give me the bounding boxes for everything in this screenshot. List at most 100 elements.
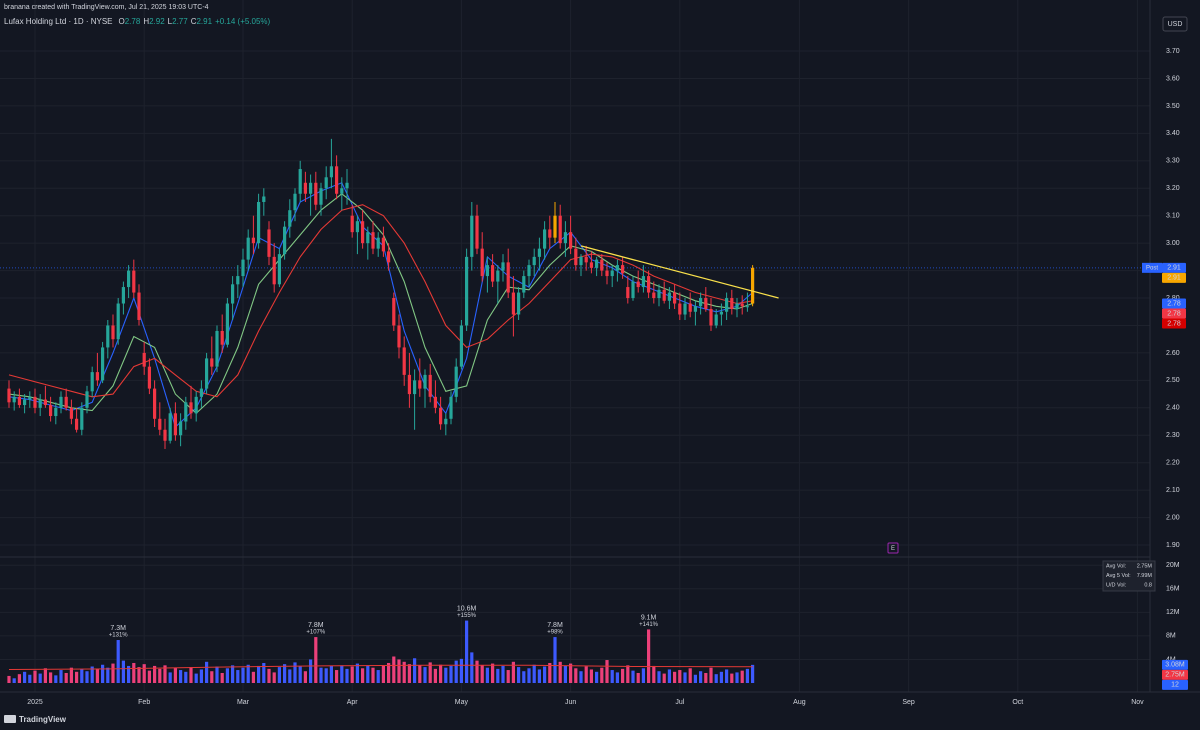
candle-body — [361, 221, 365, 244]
candle-body — [610, 270, 614, 277]
volume-bar — [194, 673, 198, 683]
candle-body — [54, 407, 58, 417]
volume-bar — [189, 667, 193, 683]
candle-body — [402, 347, 406, 375]
volume-bar — [600, 667, 604, 683]
y-tick-label: 3.60 — [1166, 75, 1180, 82]
volume-bar — [59, 670, 63, 683]
volume-bar — [85, 671, 89, 683]
volume-bar — [178, 670, 183, 683]
candle-body — [563, 232, 568, 244]
candle-body — [210, 358, 214, 367]
candle-body — [241, 259, 245, 277]
price-tag-box — [1162, 272, 1186, 283]
candle-body — [527, 265, 531, 277]
candle-body — [335, 166, 339, 194]
candle-body — [579, 256, 583, 266]
ohlc-key: O — [119, 17, 125, 26]
x-tick-label: Nov — [1131, 699, 1144, 706]
candle-body — [48, 405, 53, 417]
volume-bar — [444, 667, 448, 683]
candle-body — [392, 298, 396, 326]
stats-box — [1102, 560, 1156, 592]
volume-bar — [319, 667, 323, 683]
volume-bar — [740, 670, 744, 683]
candle-body — [407, 374, 412, 395]
candle-body — [730, 298, 734, 310]
x-tick-label: Oct — [1012, 699, 1023, 706]
volume-bar — [527, 668, 531, 683]
volume-tag: 3.08M — [1165, 662, 1185, 669]
volume-bar — [116, 640, 120, 683]
candle-body — [314, 182, 318, 205]
price-tag-box — [1162, 262, 1186, 273]
candle-body — [43, 399, 47, 406]
volume-bar — [303, 671, 308, 683]
volume-bar — [511, 661, 516, 683]
x-tick-label: Sep — [902, 699, 915, 706]
price-tag-box — [1162, 308, 1186, 319]
volume-bar — [137, 667, 141, 683]
y2-tick-label: 4M — [1166, 656, 1176, 663]
volume-bar — [563, 665, 568, 683]
symbol: Lufax Holding Ltd · 1D · NYSE — [4, 17, 113, 26]
volume-bar — [257, 665, 261, 683]
x-tick-label: 2025 — [27, 699, 43, 706]
volume-bar — [241, 667, 245, 683]
candle-body — [17, 396, 21, 406]
volume-bar — [641, 668, 646, 683]
candle-body — [100, 347, 105, 381]
y-tick-label: 1.90 — [1166, 542, 1180, 549]
candle-body — [366, 232, 370, 244]
volume-bar — [397, 659, 401, 683]
candle-body — [137, 292, 141, 320]
volume-bar — [501, 665, 505, 683]
candle-body — [12, 396, 16, 403]
ohlc-value: 2.78 — [125, 17, 141, 26]
volume-bar — [314, 637, 318, 683]
candle-body — [236, 276, 240, 285]
volume-bar — [636, 672, 640, 683]
x-tick-label: Jun — [565, 699, 576, 706]
volume-bar — [199, 669, 203, 683]
volume-bar — [610, 670, 614, 683]
volume-bar — [288, 669, 292, 683]
stats-value: 7.99M — [1137, 573, 1153, 579]
volume-bar — [231, 665, 235, 683]
candle-body — [199, 388, 203, 397]
volume-bar — [381, 665, 386, 683]
price-pane — [0, 138, 1150, 449]
volume-bar — [719, 671, 724, 683]
volume-bar — [329, 665, 334, 683]
event-marker — [887, 542, 899, 554]
volume-bar — [54, 675, 58, 683]
candle-body — [121, 287, 125, 304]
candle-body — [324, 177, 328, 189]
candle-body — [387, 251, 391, 263]
y-tick-label: 3.00 — [1166, 240, 1180, 247]
volume-bar — [569, 663, 573, 683]
volume-bar — [428, 662, 432, 683]
x-tick-label: Mar — [237, 699, 250, 706]
volume-bar — [589, 669, 594, 683]
price-tag: 2.78 — [1167, 310, 1181, 317]
y-tick-label: 2.80 — [1166, 295, 1180, 302]
candle-body — [465, 256, 469, 326]
candle-body — [95, 372, 99, 381]
y-tick-label: 3.70 — [1166, 48, 1180, 55]
volume-bar — [548, 662, 552, 683]
volume-bar — [652, 665, 656, 683]
candle-body — [319, 188, 323, 205]
currency: USD — [1168, 21, 1183, 28]
volume-annotation: 9.1M — [641, 614, 657, 621]
volume-bar — [392, 656, 396, 683]
candle-body — [470, 215, 474, 257]
candle-body — [111, 325, 115, 340]
candle-body — [428, 374, 432, 397]
volume-bar — [470, 652, 474, 683]
volume-bar — [371, 667, 375, 683]
logo-icon — [4, 715, 16, 723]
volume-bar — [283, 664, 287, 683]
candle-body — [485, 265, 490, 277]
